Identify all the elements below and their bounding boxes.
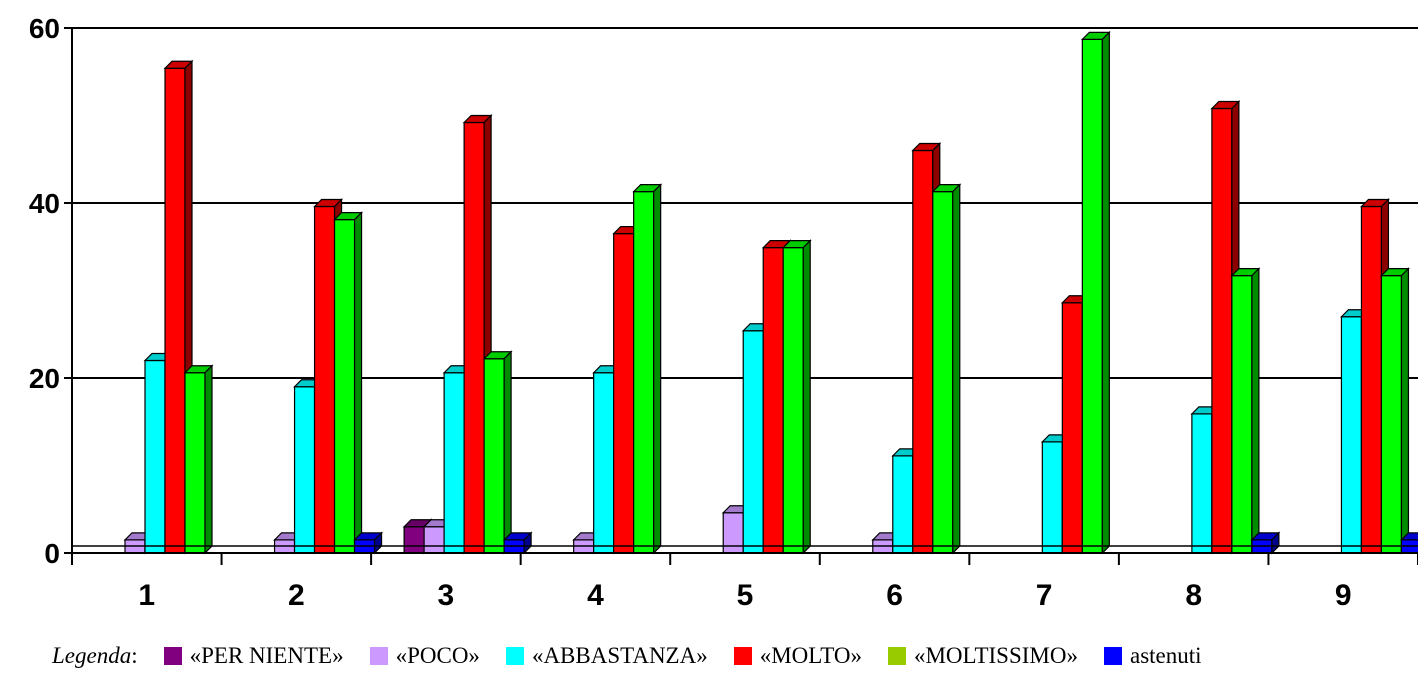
legend-swatch-per-niente: [163, 647, 182, 665]
legend-title-text: Legenda: [52, 643, 132, 668]
bar-front: [443, 372, 465, 554]
legend-item-molto: «MOLTO»: [733, 643, 862, 669]
bar-front: [403, 526, 425, 554]
bar-front: [1340, 316, 1363, 554]
bar-2-5: [353, 531, 384, 555]
bar-5-4: [781, 239, 812, 555]
bar-front: [313, 205, 336, 554]
bar-1-4: [183, 364, 214, 555]
y-tick-label-0: 0: [44, 538, 60, 569]
x-tick-label-9: 9: [1335, 579, 1352, 612]
legend-swatch-molto: [733, 647, 752, 665]
x-tick-label-1: 1: [138, 579, 155, 612]
y-tick-label-20: 20: [29, 363, 60, 394]
legend-item-poco: «POCO»: [369, 643, 480, 669]
y-tick-label-40: 40: [29, 188, 60, 219]
legend-title: Legenda:: [52, 643, 138, 669]
legend-swatch-abbastanza: [505, 647, 524, 665]
x-tick-label-4: 4: [587, 579, 604, 612]
bar-front: [892, 455, 914, 554]
bar-side: [1101, 30, 1110, 555]
bar-side: [1400, 267, 1410, 555]
x-tick-label-3: 3: [438, 579, 455, 612]
bar-front: [1380, 275, 1403, 554]
legend-label-molto: «MOLTO»: [759, 643, 862, 668]
bar-front: [483, 358, 505, 554]
bar-8-4: [1230, 267, 1261, 555]
y-tick-label-60: 60: [29, 13, 60, 44]
bar-front: [463, 121, 485, 554]
bar-side: [1251, 267, 1260, 555]
bar-2-4: [333, 211, 364, 555]
x-tick-label-5: 5: [737, 579, 754, 612]
bars: [123, 30, 1418, 555]
bar-top: [1399, 532, 1418, 541]
legend-item-astenuti: astenuti: [1103, 643, 1202, 669]
legend-label-moltissimo: «MOLTISSIMO»: [913, 643, 1078, 668]
bar-front: [144, 359, 166, 554]
bar-front: [932, 191, 954, 554]
x-tick-label-6: 6: [886, 579, 903, 612]
bar-side: [952, 183, 961, 555]
legend-label-astenuti: astenuti: [1129, 643, 1202, 668]
legend-item-per-niente: «PER NIENTE»: [163, 643, 344, 669]
bar-front: [633, 191, 655, 554]
bar-front: [1231, 275, 1253, 554]
bar-side: [503, 350, 512, 555]
x-tick-label-7: 7: [1036, 579, 1053, 612]
bar-side: [653, 183, 662, 555]
bar-side: [204, 364, 213, 555]
bar-front: [1211, 107, 1233, 554]
bar-front: [1081, 38, 1103, 554]
legend-item-moltissimo: «MOLTISSIMO»: [887, 643, 1078, 669]
legend-swatch-poco: [369, 647, 388, 665]
bar-front: [423, 526, 445, 554]
bar-4-4: [632, 183, 663, 555]
bar-side: [802, 239, 811, 555]
x-tick-label-2: 2: [288, 579, 305, 612]
bar-front: [1041, 441, 1063, 554]
legend-label-poco: «POCO»: [395, 643, 480, 668]
legend-label-per-niente: «PER NIENTE»: [189, 643, 344, 668]
bar-side: [353, 211, 363, 555]
legend-label-abbastanza: «ABBASTANZA»: [531, 643, 708, 668]
bar-front: [184, 372, 206, 554]
bar-7-4: [1080, 30, 1111, 555]
bar-front: [912, 149, 934, 554]
bar-front: [782, 247, 804, 554]
legend-title-colon: :: [131, 643, 138, 668]
axes: [64, 27, 1418, 565]
bar-front: [1061, 302, 1083, 554]
bar-front: [1191, 413, 1213, 554]
legend-item-abbastanza: «ABBASTANZA»: [505, 643, 708, 669]
bar-3-5: [502, 531, 533, 555]
bar-front: [333, 219, 356, 554]
bar-front: [613, 233, 635, 554]
bar-front: [293, 386, 316, 554]
bar-8-5: [1250, 531, 1281, 555]
bar-3-4: [482, 350, 513, 555]
bar-front: [1360, 205, 1383, 554]
tick-labels: 0 20 40 60 1 2 3 4 5 6 7 8 9: [29, 13, 1352, 612]
legend: Legenda: «PER NIENTE» «POCO» «ABBASTANZA…: [52, 636, 1228, 676]
legend-swatch-moltissimo: [887, 647, 906, 665]
x-tick-label-8: 8: [1185, 579, 1202, 612]
bar-front: [722, 512, 744, 554]
bar-chart: 0 20 40 60 1 2 3 4 5 6 7 8 9: [29, 13, 1418, 612]
bar-front: [593, 372, 615, 554]
bar-6-4: [931, 183, 962, 555]
legend-swatch-astenuti: [1103, 647, 1122, 665]
bar-front: [742, 330, 764, 554]
bar-front: [164, 67, 186, 554]
bar-front: [762, 247, 784, 554]
bar-9-4: [1379, 267, 1410, 555]
